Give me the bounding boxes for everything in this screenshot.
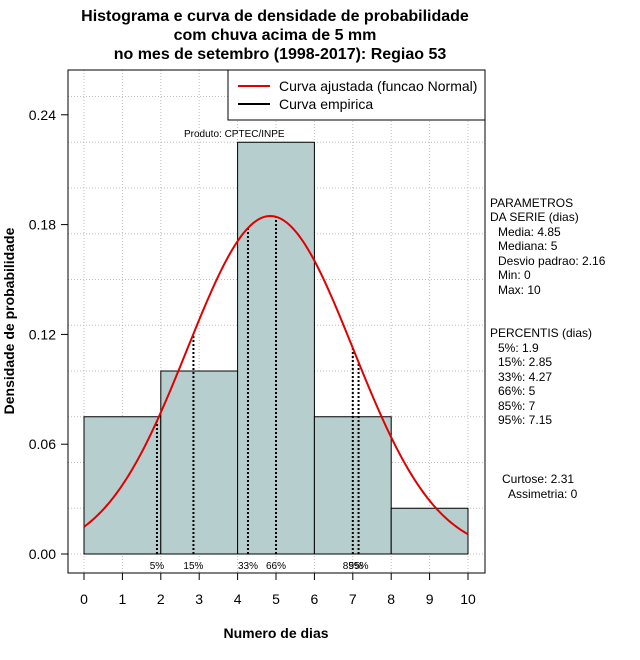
percentile-labels: 5% 15% 33% 66% 85%95% <box>150 561 369 572</box>
percentil-66: 66%: 5 <box>498 384 536 398</box>
param-media: Media: 4.85 <box>498 225 561 239</box>
x-tick-label: 6 <box>311 591 319 607</box>
shape-panel: Curtose: 2.31 Assimetria: 0 <box>502 472 578 501</box>
parameters-heading-2: DA SERIE (dias) <box>490 210 579 224</box>
assimetria-value: Assimetria: 0 <box>508 487 578 501</box>
percentil-33: 33%: 4.27 <box>498 370 552 384</box>
parameters-heading-1: PARAMETROS <box>490 196 573 210</box>
y-tick-label: 0.00 <box>29 546 56 562</box>
percentile-label: 5% <box>150 561 165 572</box>
x-axis: 0 1 2 3 4 5 6 7 8 9 10 <box>80 572 476 607</box>
histogram-bar <box>390 507 469 555</box>
param-max: Max: 10 <box>498 283 541 297</box>
param-mediana: Mediana: 5 <box>498 239 558 253</box>
percentis-heading: PERCENTIS (dias) <box>490 326 592 340</box>
percentile-label: 33% <box>238 561 258 572</box>
percentil-15: 15%: 2.85 <box>498 355 552 369</box>
x-tick-label: 8 <box>387 591 395 607</box>
x-tick-label: 5 <box>272 591 280 607</box>
x-tick-label: 2 <box>157 591 165 607</box>
chart-title-line-3: no mes de setembro (1998-2017): Regiao 5… <box>114 46 447 63</box>
x-tick-label: 7 <box>349 591 357 607</box>
percentil-85: 85%: 7 <box>498 399 536 413</box>
chart-title-line-2: com chuva acima de 5 mm <box>174 27 377 44</box>
y-tick-label: 0.06 <box>29 436 56 452</box>
legend-label-empirical: Curva empirica <box>279 96 373 112</box>
x-axis-title: Numero de dias <box>223 625 328 641</box>
legend-box <box>227 69 486 121</box>
param-desvio: Desvio padrao: 2.16 <box>498 254 606 268</box>
legend-label-fitted: Curva ajustada (funcao Normal) <box>279 78 477 94</box>
y-tick-label: 0.12 <box>29 326 56 342</box>
curtose-value: Curtose: 2.31 <box>502 472 574 486</box>
histogram-bar <box>160 370 239 555</box>
percentil-5: 5%: 1.9 <box>498 341 539 355</box>
percentile-label: 85% <box>343 561 363 572</box>
y-axis: 0.00 0.06 0.12 0.18 0.24 <box>29 107 69 562</box>
percentile-label: 15% <box>183 561 203 572</box>
normal-curve <box>83 215 469 536</box>
percentile-lines <box>155 216 360 554</box>
y-tick-label: 0.18 <box>29 217 56 233</box>
x-tick-label: 4 <box>234 591 242 607</box>
x-tick-label: 10 <box>460 591 476 607</box>
y-tick-label: 0.24 <box>29 107 56 123</box>
x-tick-label: 3 <box>195 591 203 607</box>
x-tick-label: 0 <box>80 591 88 607</box>
percentil-95: 95%: 7.15 <box>498 413 552 427</box>
chart-title-line-1: Histograma e curva de densidade de proba… <box>81 8 469 25</box>
product-annotation: Produto: CPTEC/INPE <box>184 129 285 140</box>
percentis-panel: PERCENTIS (dias) 5%: 1.9 15%: 2.85 33%: … <box>490 326 592 427</box>
y-axis-title: Densidade de probabilidade <box>1 227 17 414</box>
parameters-panel: PARAMETROS DA SERIE (dias) Media: 4.85 M… <box>490 196 606 297</box>
percentile-label: 95% <box>349 561 369 572</box>
x-tick-label: 1 <box>119 591 127 607</box>
legend: Curva ajustada (funcao Normal) Curva emp… <box>227 69 486 121</box>
param-min: Min: 0 <box>498 268 531 282</box>
x-tick-label: 9 <box>426 591 434 607</box>
percentile-label: 66% <box>266 561 286 572</box>
